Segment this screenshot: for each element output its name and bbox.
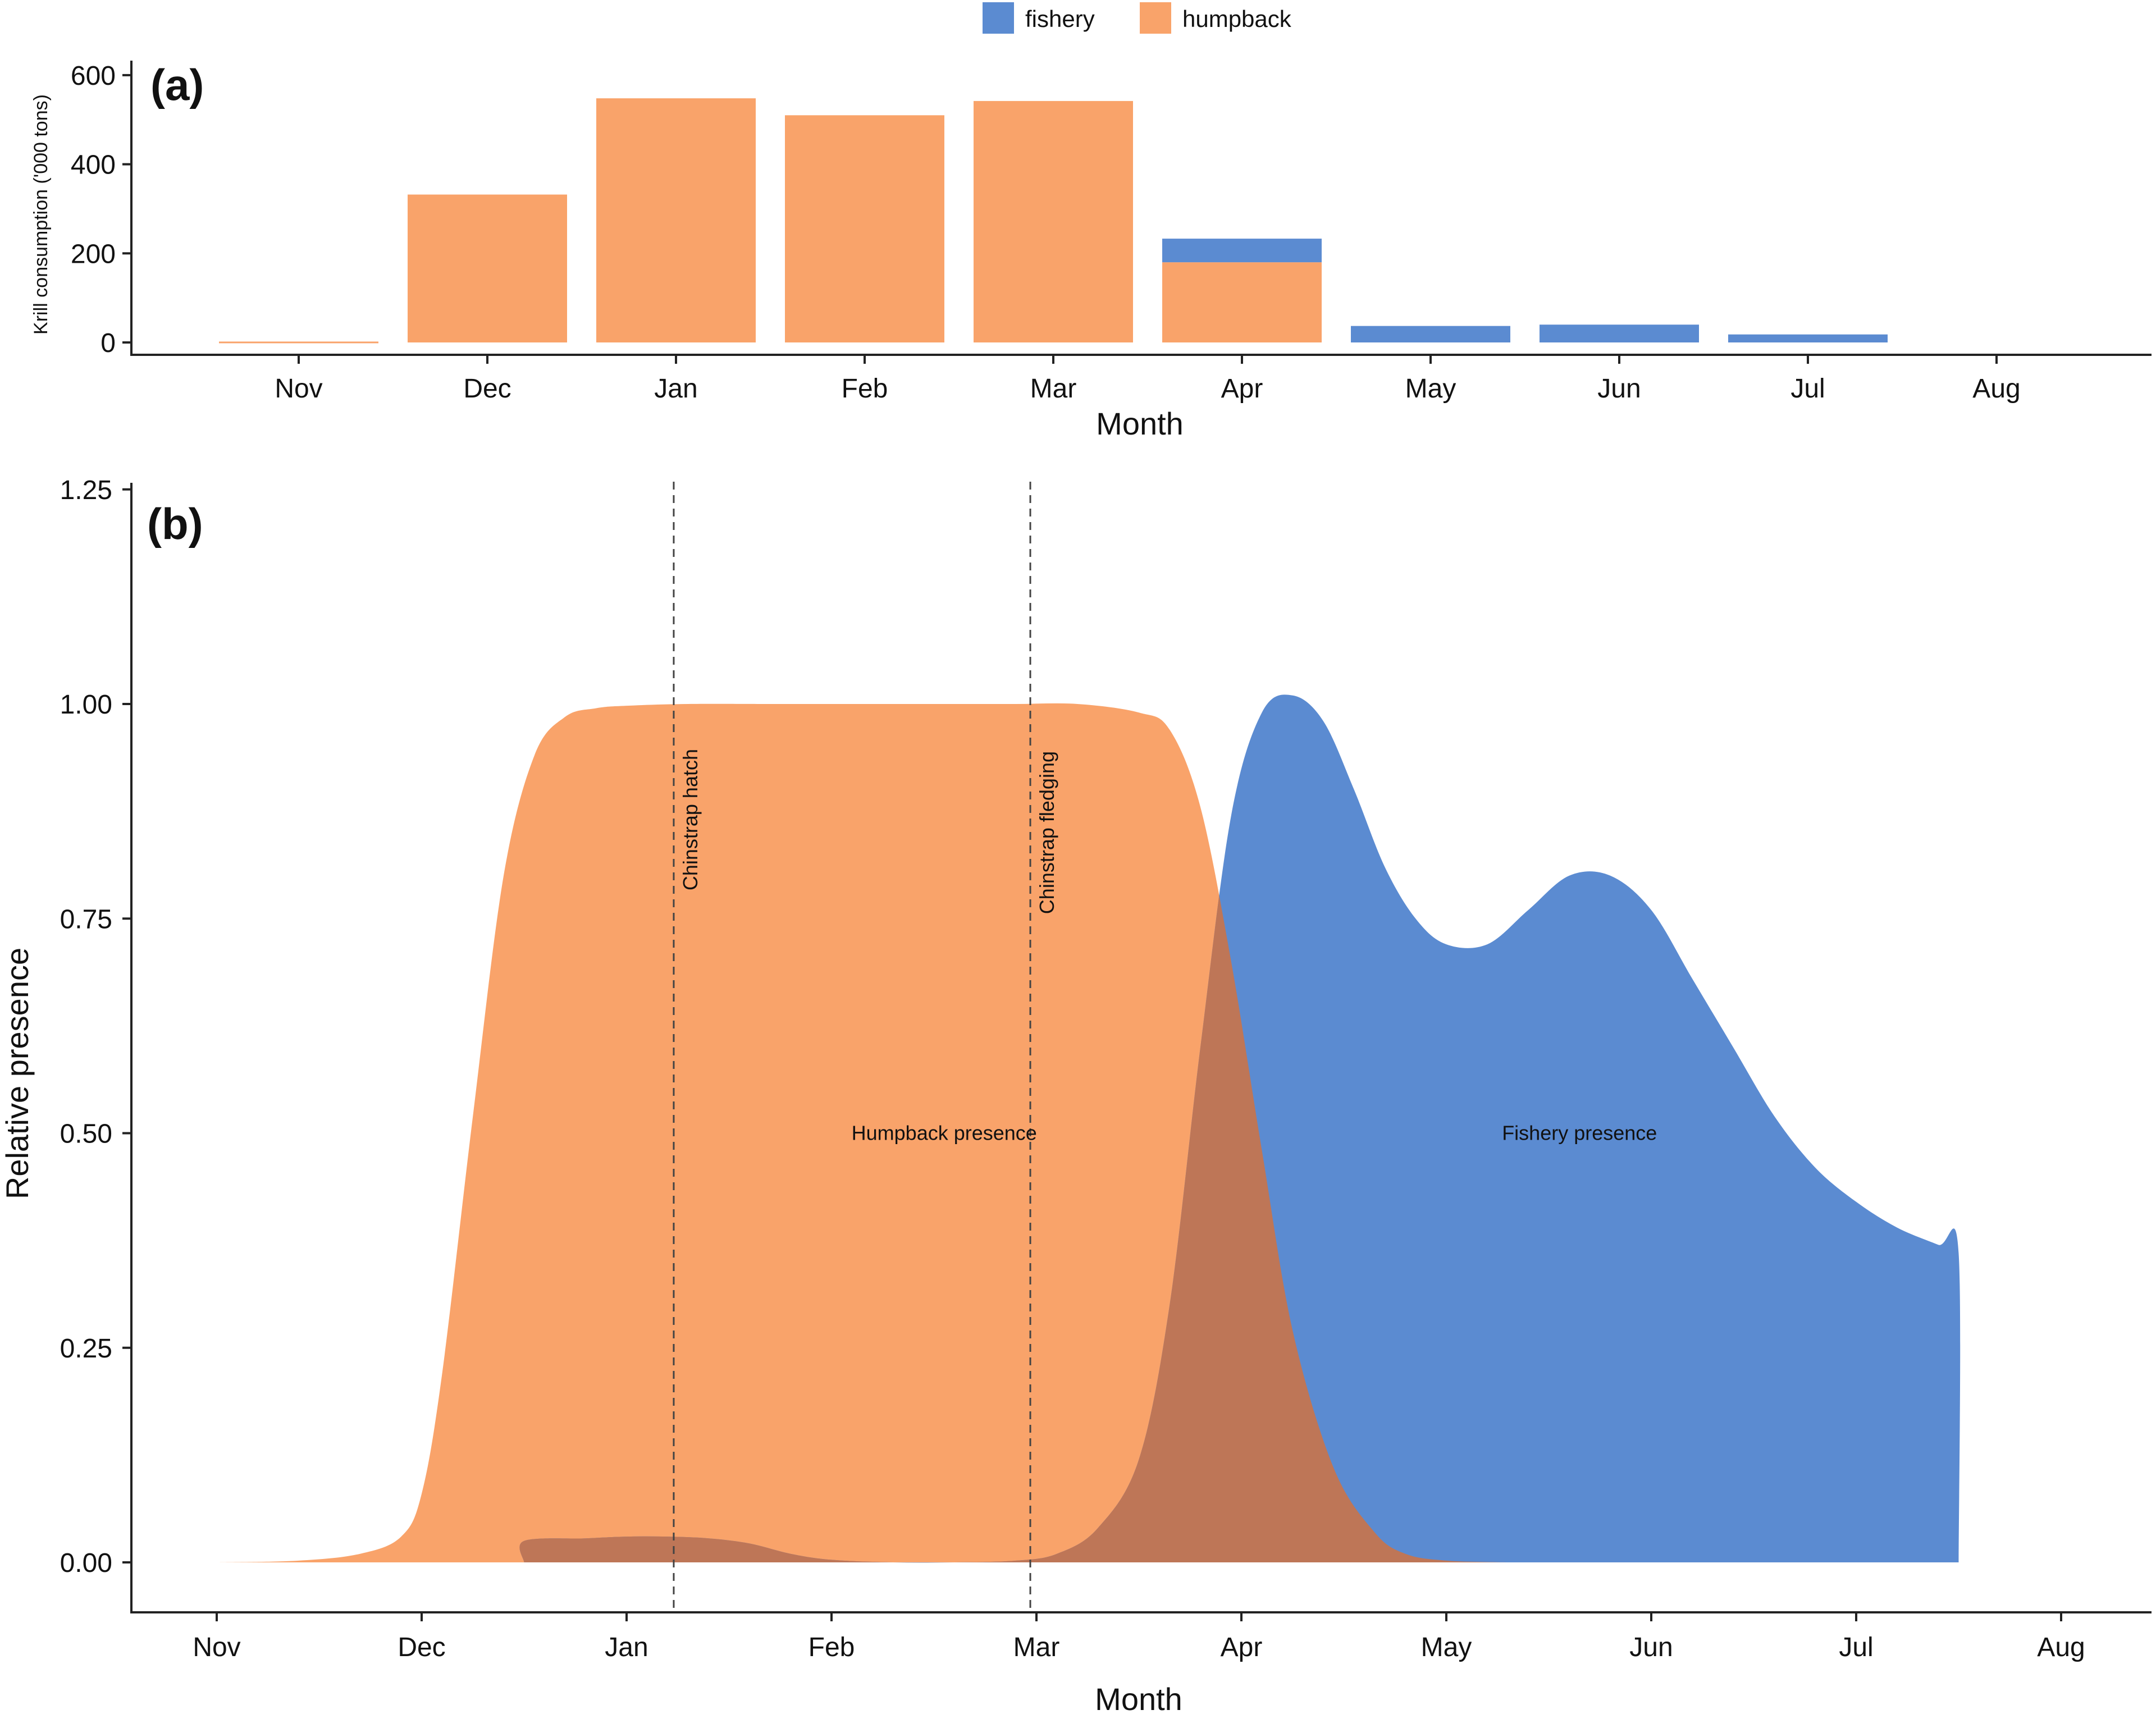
x-tick-label: Feb xyxy=(808,1633,855,1662)
x-tick-label: Feb xyxy=(842,374,888,404)
panel-b-x-title: Month xyxy=(1095,1681,1182,1717)
x-tick-label: May xyxy=(1421,1633,1472,1662)
x-tick-label: Apr xyxy=(1221,374,1263,404)
bar-humpback-dec xyxy=(408,194,567,342)
panel-a-y-ticks: 0 200 400 600 xyxy=(71,61,131,358)
panel-b-x-ticks: Nov Dec Jan Feb Mar Apr May Jun Jul Aug xyxy=(193,1612,2085,1662)
y-tick-label: 0.00 xyxy=(60,1548,112,1578)
x-tick-label: Apr xyxy=(1221,1633,1263,1662)
legend-label-humpback: humpback xyxy=(1182,6,1292,32)
panel-a-bar-chart: (a) 0 200 400 600 Nov Dec Jan Feb Mar Apr May Jun J… xyxy=(30,60,2152,441)
x-tick-label: Dec xyxy=(398,1633,445,1662)
humpback-presence-label: Humpback presence xyxy=(852,1122,1037,1145)
x-tick-label: Jul xyxy=(1790,374,1825,404)
legend-swatch-fishery xyxy=(983,2,1014,34)
vline-label: Chinstrap fledging xyxy=(1035,751,1058,914)
y-tick-label: 0 xyxy=(101,328,116,358)
bar-humpback-mar xyxy=(974,100,1133,342)
y-tick-label: 1.25 xyxy=(60,476,112,505)
x-tick-label: Jan xyxy=(654,374,697,404)
y-tick-label: 400 xyxy=(71,150,116,180)
x-tick-label: Jan xyxy=(605,1633,648,1662)
x-tick-label: Mar xyxy=(1013,1633,1060,1662)
legend: fishery humpback xyxy=(983,2,1292,34)
overlap-area xyxy=(519,703,1508,1562)
panel-a-x-title: Month xyxy=(1096,406,1184,441)
bar-fishery-may xyxy=(1351,326,1510,342)
panel-a-bars xyxy=(219,98,1888,344)
y-tick-label: 600 xyxy=(71,61,116,91)
legend-swatch-humpback xyxy=(1140,2,1171,34)
bar-fishery-jun xyxy=(1540,324,1699,342)
x-tick-label: Jun xyxy=(1597,374,1641,404)
bar-humpback-feb xyxy=(785,115,944,342)
panel-b-label: (b) xyxy=(147,499,203,548)
y-tick-label: 0.75 xyxy=(60,904,112,934)
x-tick-label: Jun xyxy=(1629,1633,1673,1662)
x-tick-label: Aug xyxy=(1972,374,2020,404)
x-tick-label: Mar xyxy=(1030,374,1077,404)
panel-b-y-title: Relative presence xyxy=(0,948,35,1199)
panel-a-label: (a) xyxy=(150,60,204,109)
x-tick-label: Dec xyxy=(463,374,511,404)
legend-label-fishery: fishery xyxy=(1025,6,1095,32)
panel-b-area-chart: (b) Chinstrap hatch Chinstrap fledging Hu… xyxy=(0,476,2152,1717)
y-tick-label: 1.00 xyxy=(60,690,112,720)
bar-fishery-apr xyxy=(1162,239,1322,263)
y-tick-label: 0.50 xyxy=(60,1119,112,1149)
x-tick-label: Aug xyxy=(2037,1633,2085,1662)
fishery-presence-label: Fishery presence xyxy=(1502,1122,1657,1145)
y-tick-label: 0.25 xyxy=(60,1334,112,1364)
bar-humpback-nov xyxy=(219,341,378,344)
bar-fishery-jul xyxy=(1728,334,1888,342)
x-tick-label: Jul xyxy=(1839,1633,1873,1662)
bar-humpback-apr xyxy=(1162,262,1322,342)
panel-b-vertical-lines: Chinstrap hatch Chinstrap fledging xyxy=(673,482,1058,1612)
x-tick-label: Nov xyxy=(275,374,322,404)
panel-a-y-title: Krill consumption ('000 tons) xyxy=(30,94,52,335)
panel-a-x-ticks: Nov Dec Jan Feb Mar Apr May Jun Jul Aug xyxy=(275,355,2021,404)
x-tick-label: Nov xyxy=(193,1633,240,1662)
x-tick-label: May xyxy=(1405,374,1456,404)
panel-b-y-ticks: 0.00 0.25 0.50 0.75 1.00 1.25 xyxy=(60,476,131,1578)
bar-humpback-jan xyxy=(596,98,756,342)
y-tick-label: 200 xyxy=(71,239,116,269)
vline-label: Chinstrap hatch xyxy=(679,749,702,890)
